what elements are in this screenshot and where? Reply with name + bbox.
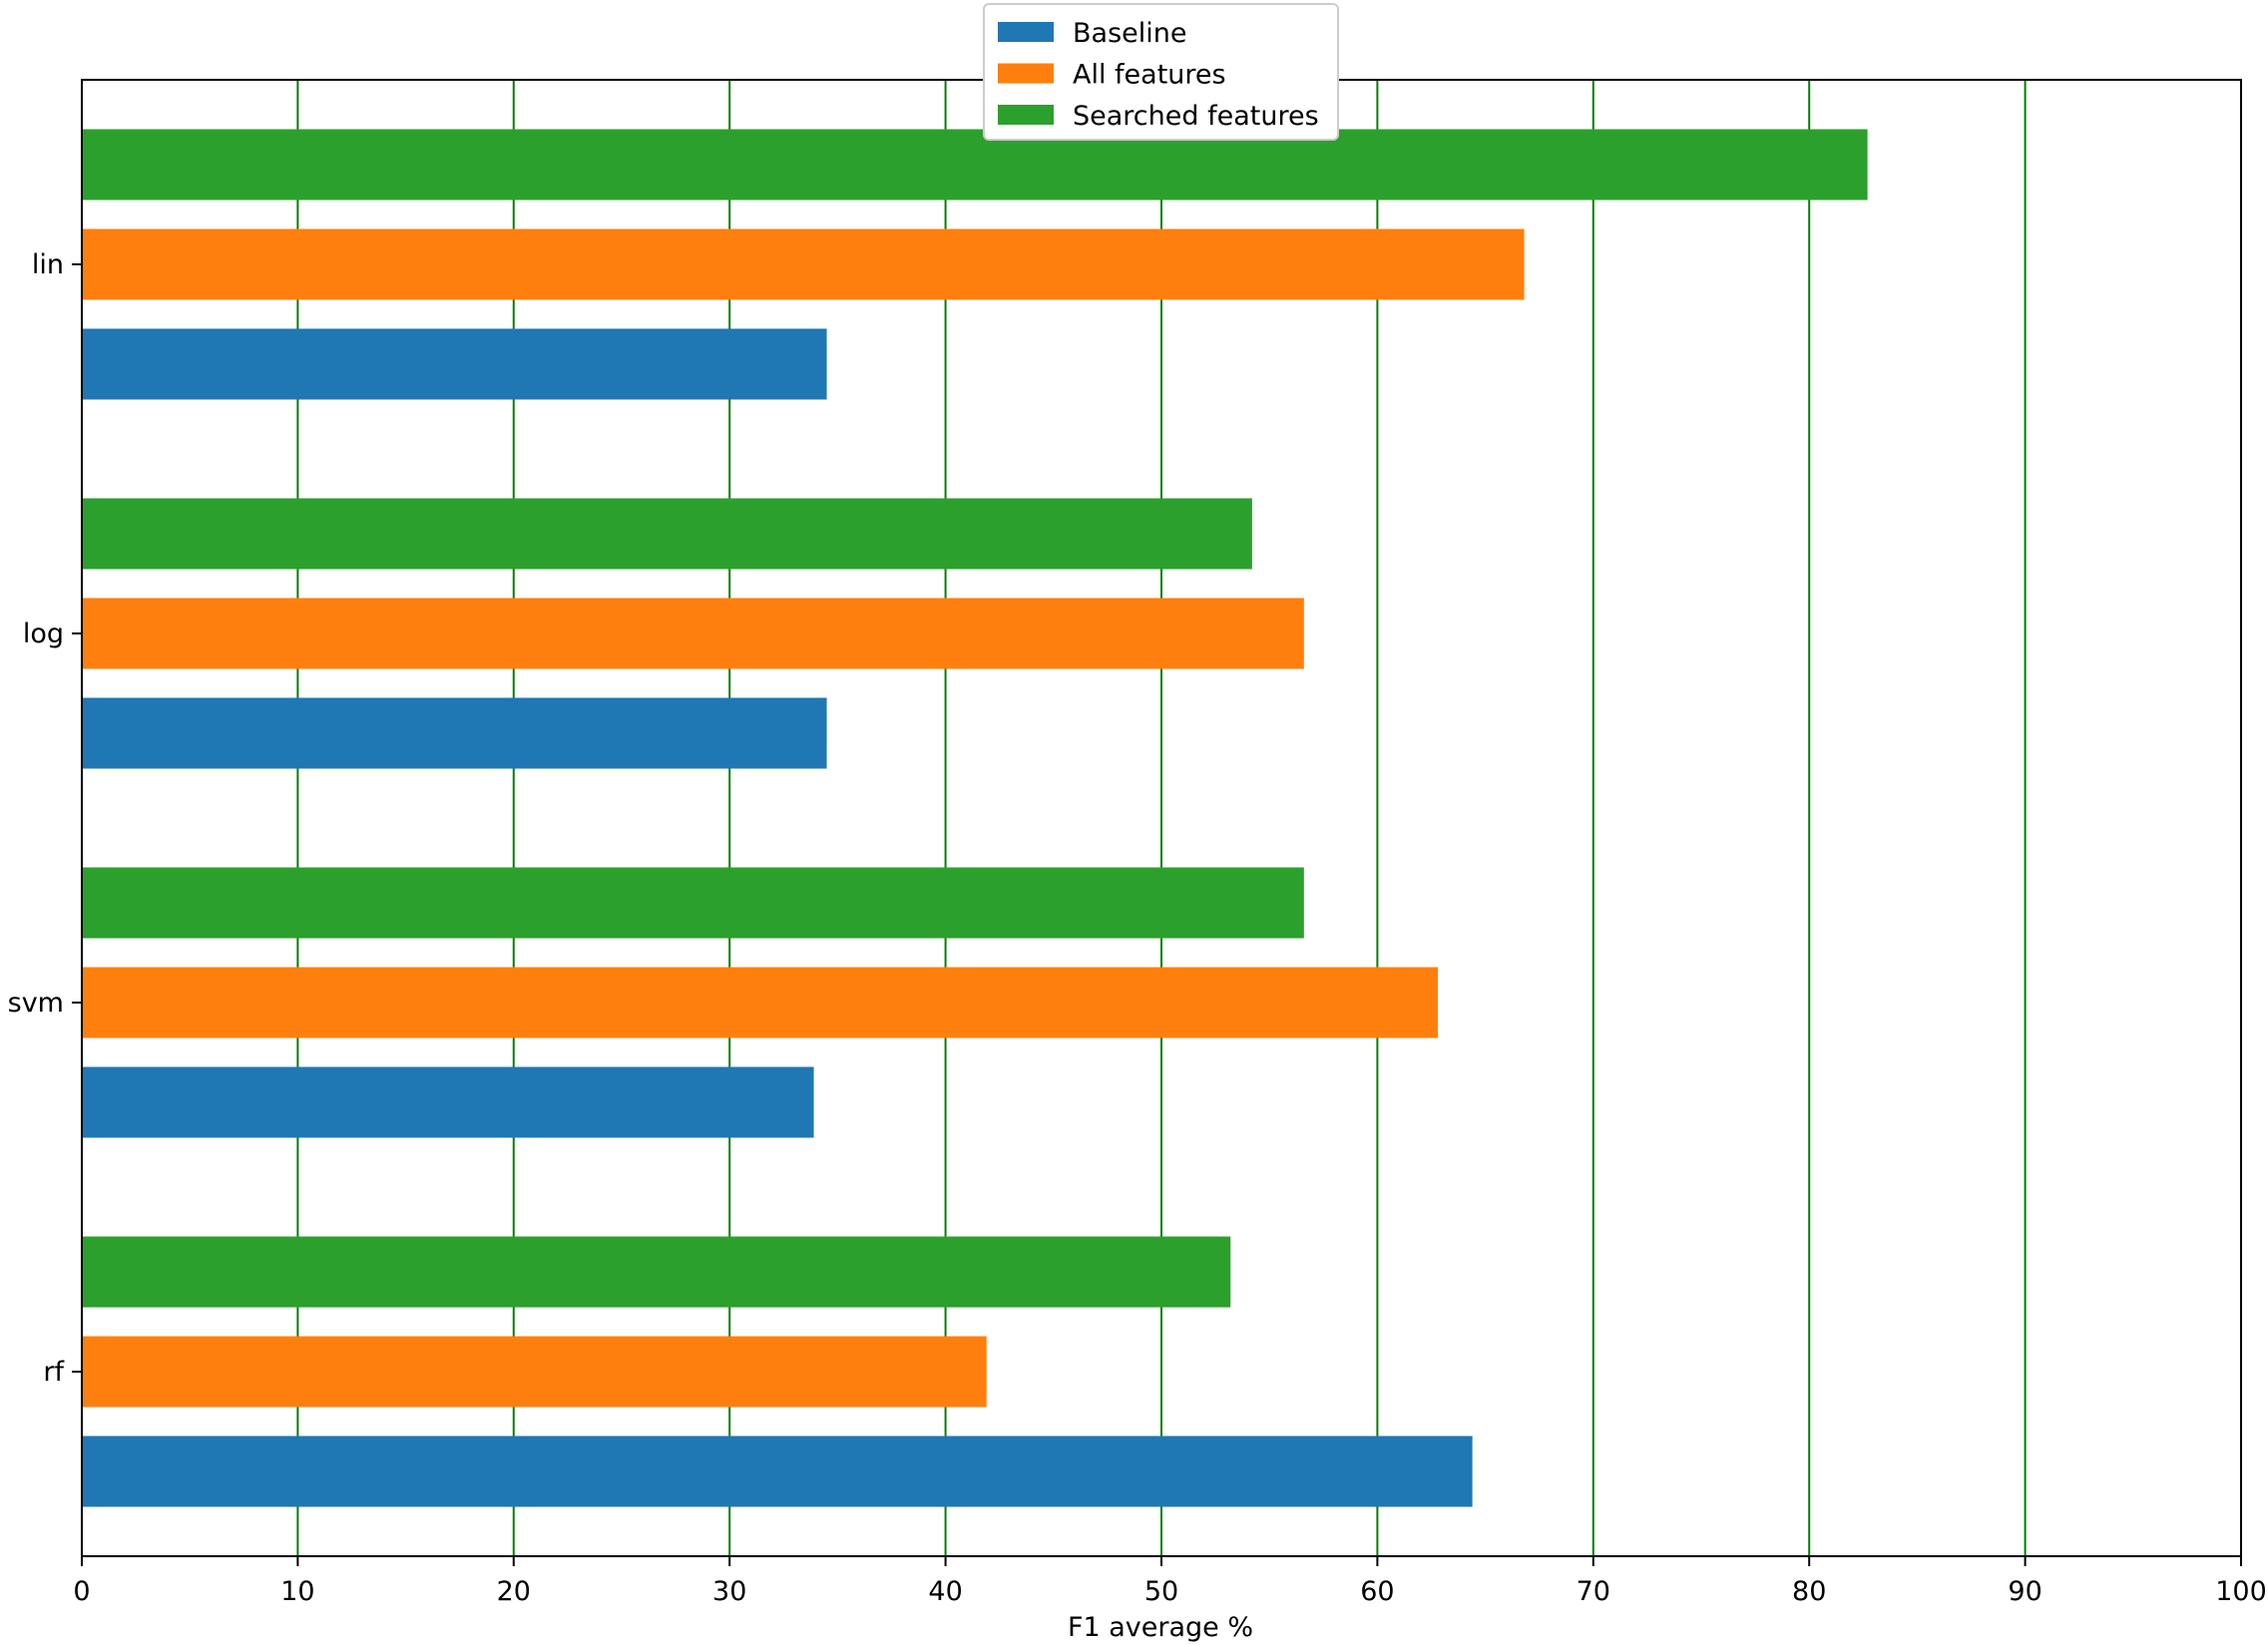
x-tick-label: 50: [1144, 1576, 1178, 1607]
x-axis-title: F1 average %: [1068, 1612, 1253, 1643]
x-tick-label: 90: [2008, 1576, 2041, 1607]
x-tick-label: 0: [73, 1576, 90, 1607]
legend-swatch: [998, 105, 1054, 125]
bars: [82, 129, 1868, 1507]
legend-label: Searched features: [1073, 101, 1319, 132]
legend-swatch: [998, 22, 1054, 42]
x-tick-label: 20: [497, 1576, 531, 1607]
bar-rf-all-features: [82, 1336, 987, 1408]
x-tick-label: 70: [1577, 1576, 1610, 1607]
bar-lin-searched-features: [82, 129, 1868, 201]
y-tick-label: log: [23, 618, 64, 649]
x-tick-label: 60: [1360, 1576, 1394, 1607]
y-tick-label: svm: [8, 988, 64, 1019]
bar-lin-baseline: [82, 328, 827, 400]
y-tick-label: rf: [43, 1357, 65, 1388]
x-tick-label: 80: [1792, 1576, 1826, 1607]
bar-lin-all-features: [82, 228, 1525, 300]
grid-lines: [296, 80, 2027, 1556]
bar-log-searched-features: [82, 498, 1252, 570]
legend-label: All features: [1073, 60, 1226, 91]
bar-log-baseline: [82, 697, 827, 769]
legend-label: Baseline: [1073, 18, 1186, 49]
x-tick-label: 30: [712, 1576, 746, 1607]
bar-rf-baseline: [82, 1436, 1473, 1507]
x-tick-label: 100: [2215, 1576, 2267, 1607]
bar-svm-baseline: [82, 1066, 814, 1138]
x-tick-label: 10: [280, 1576, 314, 1607]
x-tick-label: 40: [928, 1576, 962, 1607]
legend: Baseline All features Searched features: [983, 3, 1339, 141]
legend-box: [983, 3, 1339, 141]
bar-log-all-features: [82, 598, 1304, 669]
bar-rf-searched-features: [82, 1236, 1231, 1308]
legend-swatch: [998, 63, 1054, 84]
bar-svm-searched-features: [82, 867, 1304, 939]
bar-svm-all-features: [82, 967, 1438, 1038]
y-tick-label: lin: [32, 249, 64, 280]
